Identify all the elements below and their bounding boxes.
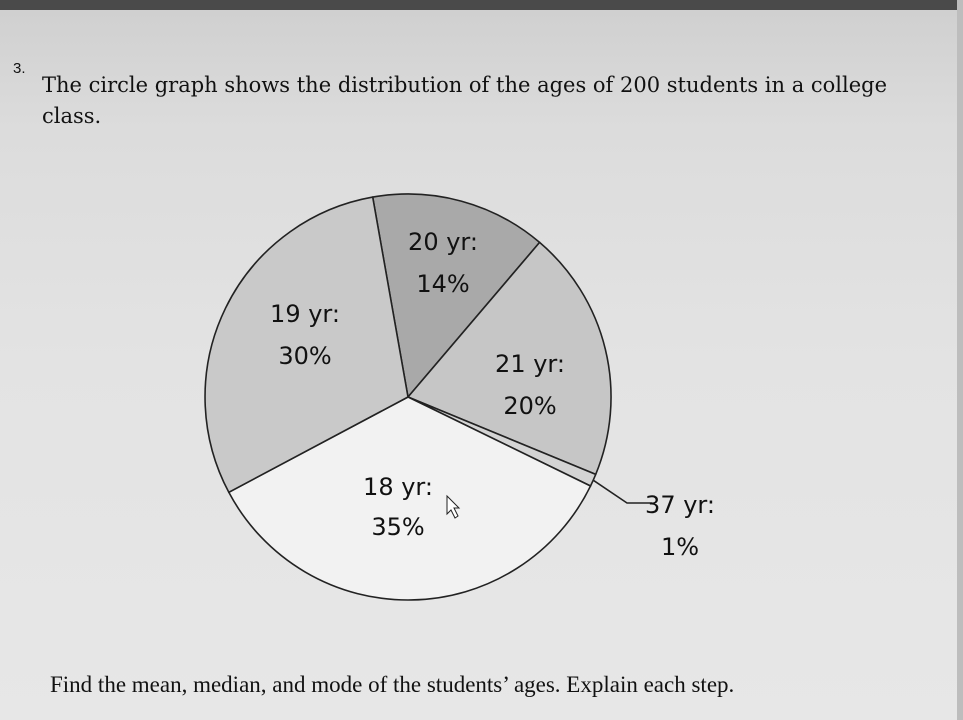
problem-number: 3. <box>13 60 26 77</box>
mouse-cursor-icon <box>446 494 461 519</box>
slice-percent-label: 35% <box>371 513 424 541</box>
slice-percent-label: 20% <box>503 392 556 420</box>
slice-age-label: 18 yr: <box>363 473 433 501</box>
pie-slice-18yr <box>228 396 592 601</box>
photo-right-edge <box>957 0 963 720</box>
photo-top-edge <box>0 0 963 10</box>
problem-question: Find the mean, median, and mode of the s… <box>50 672 735 697</box>
problem-prompt: The circle graph shows the distribution … <box>42 73 888 128</box>
pie-slice-20yr <box>371 193 541 398</box>
slice-percent-label: 1% <box>661 533 699 561</box>
slice-percent-label: 14% <box>416 270 469 298</box>
slice-percent-label: 30% <box>278 342 331 370</box>
pie-slice-21yr <box>407 241 612 476</box>
leader-line-37yr <box>592 479 652 504</box>
slice-age-label: 19 yr: <box>270 300 340 328</box>
pie-slice-19yr <box>204 196 409 494</box>
slice-age-label: 20 yr: <box>408 228 478 256</box>
slice-age-label: 37 yr: <box>645 491 715 519</box>
slice-age-label: 21 yr: <box>495 350 565 378</box>
